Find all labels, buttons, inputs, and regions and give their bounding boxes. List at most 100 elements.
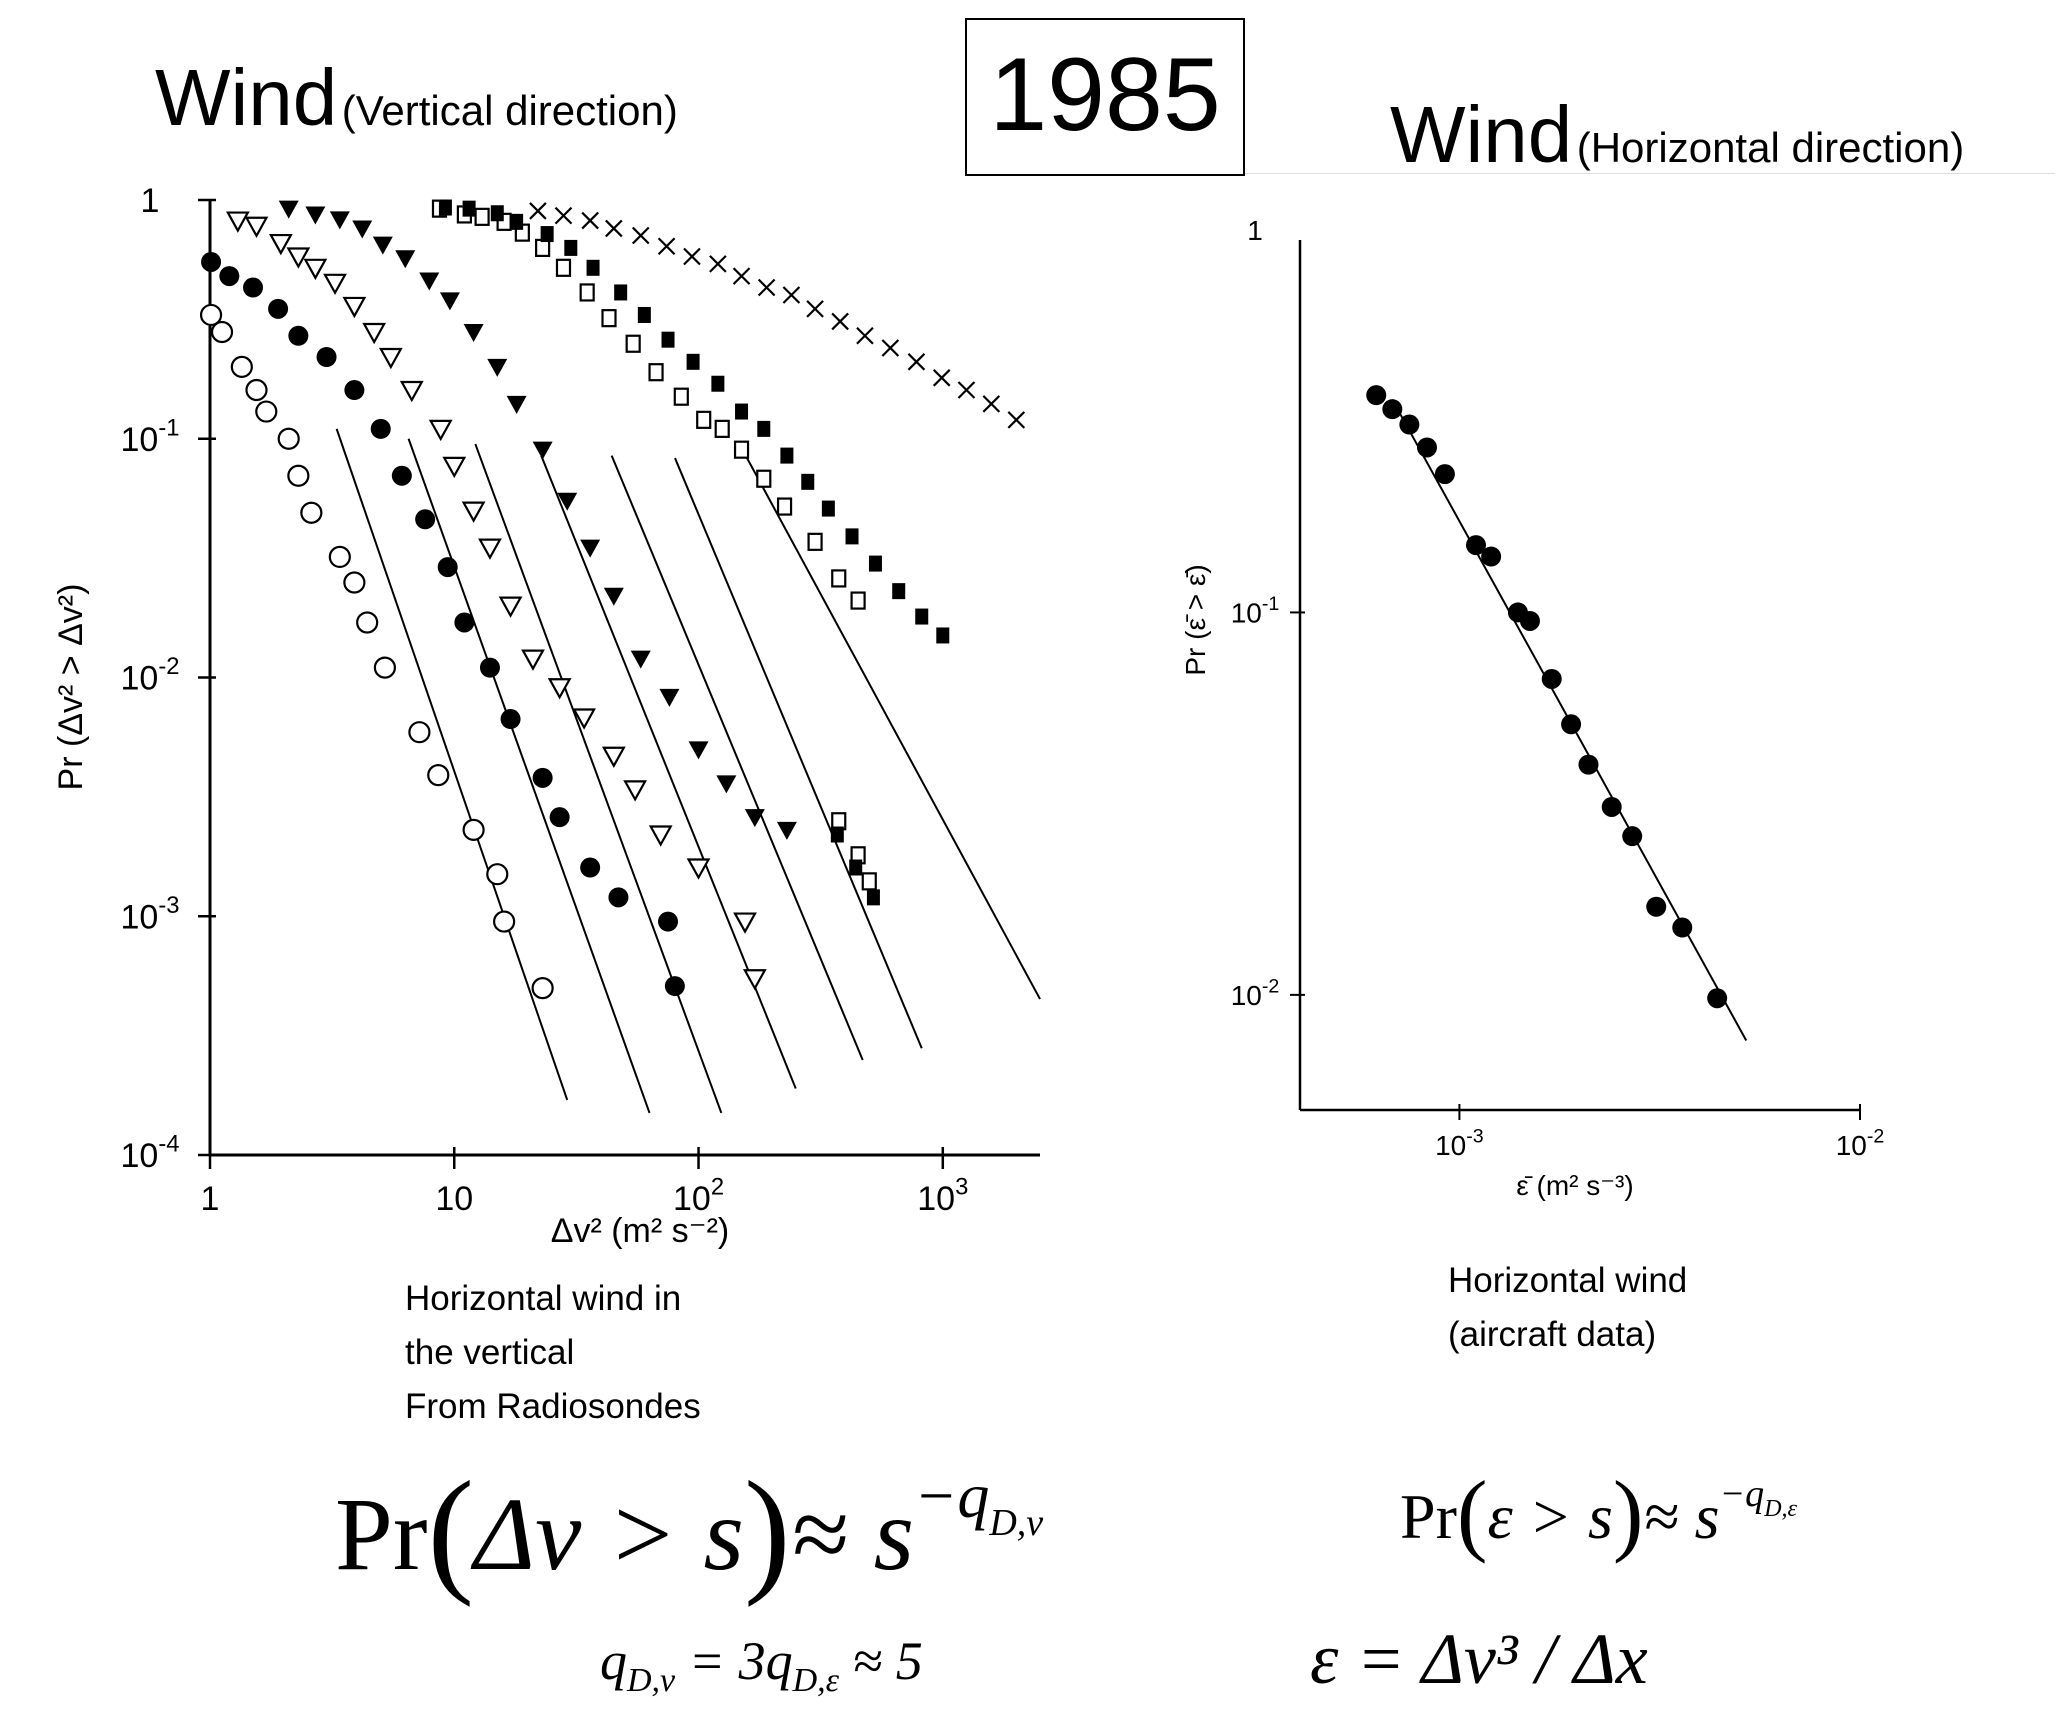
data-point [463, 323, 484, 342]
right-caption-line: (aircraft data) [1448, 1315, 1657, 1354]
left-chart-y-tick-label: 1 [141, 182, 160, 220]
data-point [461, 501, 486, 523]
data-point [1541, 668, 1562, 689]
data-point [288, 325, 309, 346]
data-point [439, 292, 460, 311]
data-point [631, 226, 650, 245]
data-point [581, 211, 599, 230]
data-point [664, 976, 685, 997]
fit-line [407, 438, 651, 1114]
data-point [932, 369, 951, 387]
formula-pr-eps-paren-open: ( [1456, 1462, 1488, 1564]
data-point [776, 497, 793, 516]
data-point [532, 441, 553, 460]
data-point [1707, 988, 1728, 1009]
data-point [1434, 464, 1455, 485]
data-point [454, 612, 475, 633]
right-chart-y-tick-label: 10-1 [1231, 593, 1280, 629]
data-point [286, 247, 311, 269]
data-point [586, 259, 600, 276]
data-point [1578, 754, 1599, 775]
data-point [1672, 917, 1693, 938]
data-point [1561, 714, 1582, 735]
data-point [462, 818, 485, 841]
data-point [521, 649, 545, 671]
data-point [1601, 796, 1622, 817]
data-point [555, 258, 572, 277]
data-point [362, 322, 387, 345]
data-point [255, 400, 278, 423]
data-point [711, 375, 725, 392]
data-point [936, 627, 950, 644]
left-chart-x-label: Δv² (m² s⁻²) [551, 1212, 729, 1250]
formula-pr-eps-exponent: −qD,ε [1719, 1473, 1797, 1522]
data-point [549, 807, 570, 828]
data-point [557, 492, 578, 511]
data-point [776, 821, 797, 840]
data-point [686, 858, 711, 880]
data-point [287, 464, 310, 487]
data-point [554, 206, 573, 225]
fit-line [674, 457, 923, 1049]
data-point [709, 255, 727, 273]
data-point [199, 303, 223, 327]
left-caption-line: the vertical [405, 1333, 575, 1372]
data-point [830, 826, 844, 843]
left-chart-x-tick-label: 1 [201, 1180, 220, 1218]
data-point [342, 296, 367, 319]
data-point [564, 239, 578, 256]
data-point [278, 200, 299, 219]
data-point [487, 358, 508, 377]
data-point [531, 977, 554, 1000]
data-point [915, 608, 929, 625]
data-point [657, 237, 676, 256]
data-point [245, 378, 268, 402]
data-point [230, 355, 253, 378]
right-chart-x-tick-label: 10-2 [1836, 1125, 1885, 1161]
data-point [343, 571, 366, 594]
data-point [498, 596, 523, 618]
right-chart-marks [1366, 385, 1728, 1009]
formula-pr-eps-arg: ε > s [1487, 1481, 1613, 1552]
left-panel-title: Wind (Vertical direction) [155, 58, 678, 138]
data-point [462, 200, 476, 217]
data-point [493, 910, 516, 933]
right-chart-axes: 1 10-1 10-2 10-3 10-2 [1231, 215, 1885, 1161]
data-point [328, 545, 351, 568]
data-point [683, 247, 701, 266]
data-point [686, 353, 700, 370]
data-point [532, 767, 553, 788]
formula-pr-dv-paren-close: ) [743, 1453, 791, 1608]
formula-pr-eps-paren-close: ) [1612, 1462, 1644, 1564]
data-point [881, 339, 900, 357]
left-chart-y-tick-label: 10-1 [121, 414, 180, 458]
right-chart-y-tick-label: 1 [1247, 215, 1263, 246]
year-box: 1985 [965, 18, 1245, 176]
data-point [661, 331, 675, 348]
data-point [442, 456, 467, 479]
data-point [868, 555, 882, 572]
data-point [733, 440, 750, 459]
left-chart-y-label: Pr (Δv² > Δv²) [52, 584, 90, 791]
right-chart-x-tick-label: 10-3 [1435, 1125, 1484, 1161]
data-point [535, 238, 551, 258]
data-point [658, 911, 679, 932]
fit-line [610, 455, 864, 1061]
data-point [831, 312, 849, 331]
data-point [625, 334, 641, 353]
left-chart-axes: 110-110-210-310-41 10 102 103 [121, 182, 1040, 1218]
data-point [907, 353, 926, 371]
data-point [395, 250, 416, 269]
data-point [845, 528, 859, 545]
fit-line [474, 443, 723, 1114]
data-point [478, 538, 502, 560]
left-chart-x-tick-label: 103 [917, 1174, 968, 1218]
data-point [608, 887, 629, 908]
formula-pr-dv-lhs: Pr [335, 1477, 428, 1592]
data-point [614, 284, 628, 301]
data-point [742, 969, 767, 991]
data-point [372, 236, 393, 255]
data-point [605, 219, 623, 238]
formula-pr-dv: Pr(Δv > s)≈ s−qD,v [335, 1450, 1043, 1611]
data-point [637, 306, 651, 323]
